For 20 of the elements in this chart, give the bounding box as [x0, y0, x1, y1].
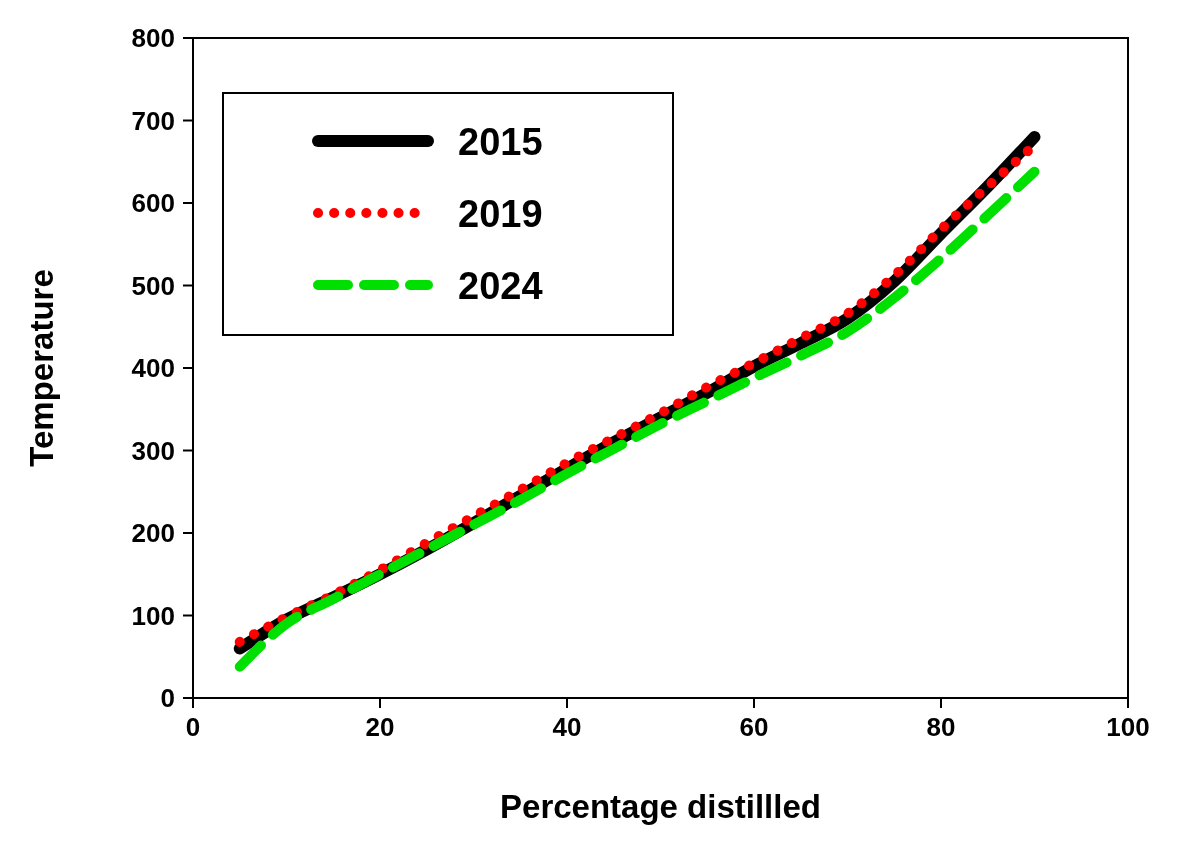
x-tick-label: 0 [185, 712, 201, 742]
x-tick-label: 80 [926, 712, 956, 742]
x-tick-label: 60 [739, 712, 769, 742]
y-tick-label: 600 [131, 188, 175, 218]
y-tick-label: 300 [131, 435, 175, 466]
x-tick-label: 100 [1106, 712, 1150, 742]
y-tick-label: 0 [160, 683, 175, 713]
y-axis-title: Temperature [23, 269, 60, 467]
x-tick-label: 20 [365, 712, 395, 742]
y-tick-label: 100 [131, 600, 175, 631]
y-tick-label: 700 [131, 105, 175, 136]
y-tick-label: 500 [131, 270, 175, 301]
x-axis-title: Percentage distillled [500, 788, 821, 825]
y-tick-label: 800 [131, 23, 175, 53]
legend-label: 2024 [458, 265, 543, 307]
legend-label: 2019 [458, 193, 543, 235]
y-tick-label: 200 [131, 518, 175, 548]
y-tick-label: 400 [131, 353, 175, 383]
x-tick-label: 40 [552, 712, 582, 742]
legend-label: 2015 [458, 121, 543, 163]
